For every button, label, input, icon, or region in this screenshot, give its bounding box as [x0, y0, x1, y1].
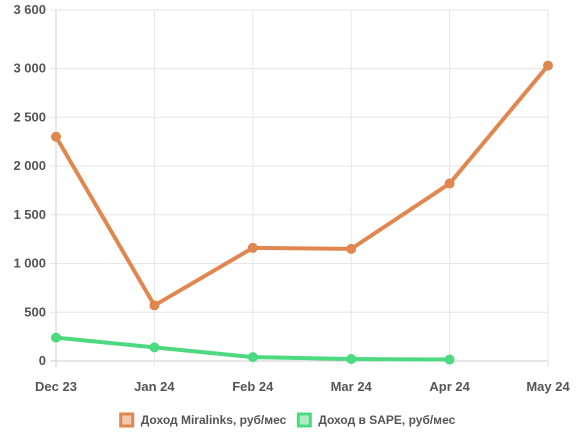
x-tick-label: Apr 24: [429, 379, 470, 394]
y-tick-label: 3 600: [13, 2, 46, 17]
series-line: [54, 63, 550, 308]
legend-item-2[interactable]: Доход в SAPE, руб/мес: [296, 412, 456, 428]
legend-swatch: [119, 412, 135, 428]
x-tick-label: May 24: [526, 379, 570, 394]
y-tick-label: 3 000: [13, 61, 46, 76]
grid: [50, 9, 549, 367]
data-point[interactable]: [51, 332, 61, 343]
data-point[interactable]: [346, 354, 357, 365]
y-tick-label: 1 500: [13, 207, 46, 222]
y-tick-label: 2 000: [13, 158, 46, 173]
series-layer: [51, 60, 553, 365]
x-tick-label: Mar 24: [331, 379, 373, 394]
series-1: [51, 60, 553, 311]
x-tick-label: Jan 24: [134, 379, 175, 394]
y-tick-label: 1 000: [13, 256, 46, 271]
data-point[interactable]: [149, 342, 160, 353]
data-point[interactable]: [247, 352, 258, 363]
y-axis-ticks: 0 500 1 000 1 500 2 000 2 500 3 000 3 600: [13, 2, 46, 368]
data-point[interactable]: [149, 300, 160, 311]
x-axis-ticks: Dec 23 Jan 24 Feb 24 Mar 24 Apr 24 May 24: [35, 379, 570, 394]
legend-swatch: [296, 412, 312, 428]
legend-label: Доход в SAPE, руб/мес: [318, 413, 455, 427]
x-tick-label: Dec 23: [35, 379, 77, 394]
series-2: [51, 332, 455, 365]
data-point[interactable]: [543, 60, 553, 71]
y-tick-label: 0: [39, 353, 46, 368]
data-point[interactable]: [444, 354, 455, 365]
data-point[interactable]: [51, 131, 61, 142]
legend-label: Доход Miralinks, руб/мес: [141, 413, 287, 427]
x-tick-label: Feb 24: [232, 379, 274, 394]
legend: Доход Miralinks, руб/мес Доход в SAPE, ру…: [119, 412, 456, 428]
data-point[interactable]: [444, 178, 455, 189]
legend-item-1[interactable]: Доход Miralinks, руб/мес: [119, 412, 287, 428]
data-point[interactable]: [247, 242, 258, 253]
data-point[interactable]: [346, 243, 357, 254]
y-tick-label: 500: [24, 304, 46, 319]
y-tick-label: 2 500: [13, 109, 46, 124]
